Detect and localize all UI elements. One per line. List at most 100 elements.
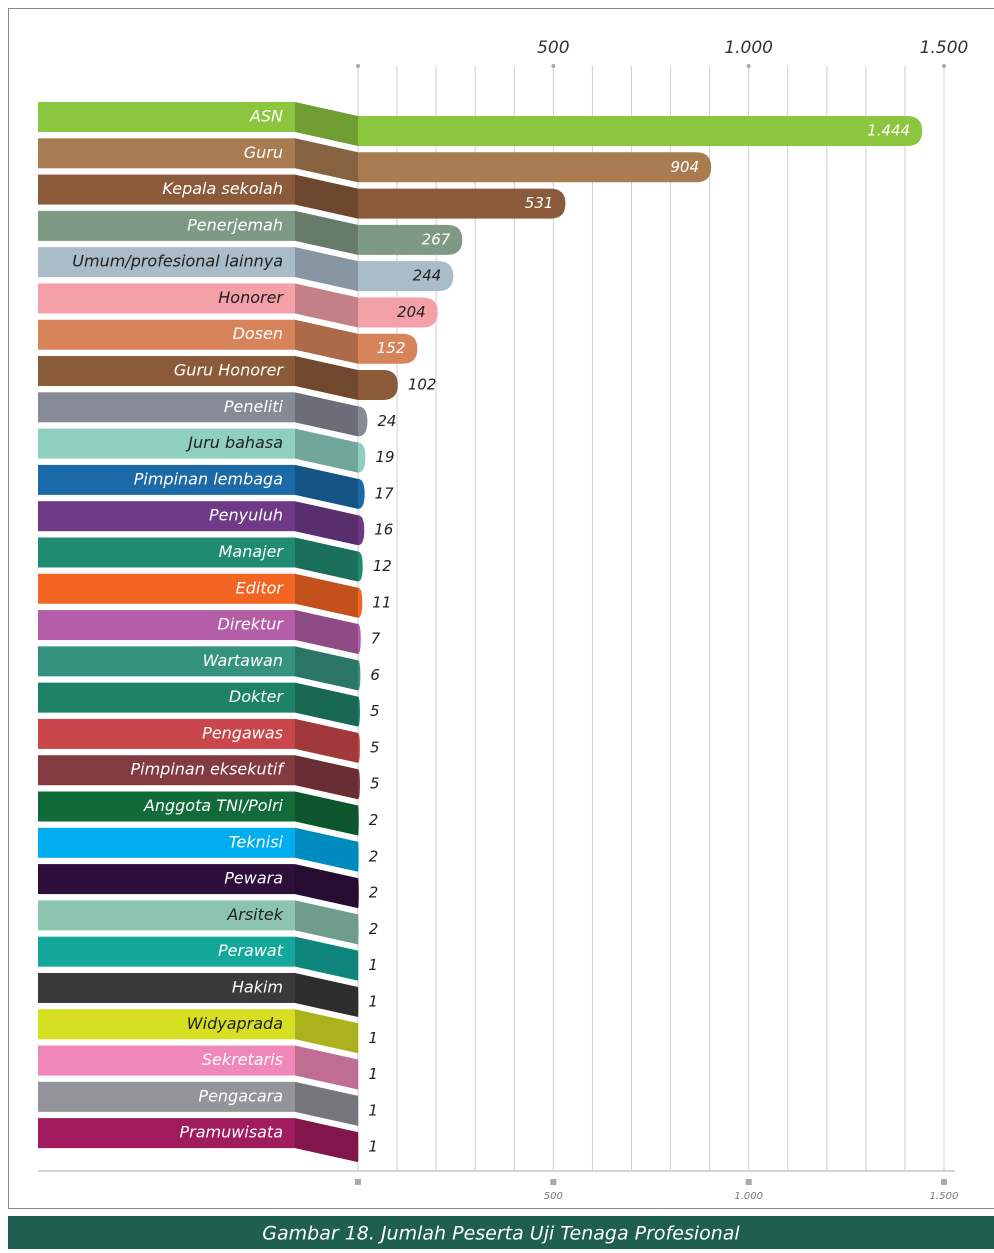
connector (295, 610, 358, 654)
y-tick-label: Pengawas (202, 723, 283, 742)
y-tick-label: ASN (249, 107, 283, 126)
tick-dot (942, 64, 946, 68)
bar (358, 152, 711, 182)
connector (295, 755, 358, 799)
connector (295, 900, 358, 944)
connector (295, 1082, 358, 1126)
connector (295, 392, 358, 436)
value-label: 1 (368, 956, 378, 974)
y-tick-label: Kepala sekolah (162, 179, 283, 198)
connector (295, 247, 358, 291)
bar (358, 733, 360, 763)
bar (358, 551, 363, 581)
connector (295, 283, 358, 327)
connector (295, 937, 358, 981)
bar (358, 914, 359, 944)
bar (358, 697, 360, 727)
connector (295, 719, 358, 763)
value-label: 1.444 (867, 122, 910, 140)
value-label: 1 (368, 992, 378, 1010)
y-tick-label: Pramuwisata (179, 1123, 283, 1142)
y-tick-label: Arsitek (226, 905, 283, 924)
value-label: 1 (368, 1065, 378, 1083)
y-tick-label: Sekretaris (202, 1050, 283, 1069)
value-label: 16 (374, 521, 393, 539)
x-tick-label-bottom: 1.500 (930, 1191, 959, 1202)
y-tick-label: Dokter (229, 687, 284, 706)
value-label: 2 (369, 884, 379, 902)
y-tick-label: Teknisi (229, 832, 284, 851)
connector (295, 1118, 358, 1162)
bar (358, 406, 367, 436)
connector (295, 792, 358, 836)
y-tick-label: Pimpinan lembaga (134, 469, 283, 488)
tick-mark (746, 1179, 752, 1185)
connector (295, 1046, 358, 1090)
bar (358, 769, 360, 799)
y-tick-label: Wartawan (203, 651, 283, 670)
y-tick-label: Penyuluh (209, 506, 283, 525)
value-label: 19 (375, 448, 394, 466)
y-tick-label: Widyaprada (187, 1014, 283, 1033)
x-tick-label: 1.500 (920, 38, 969, 58)
bar (358, 842, 359, 872)
bar (358, 443, 365, 473)
connector (295, 102, 358, 146)
y-tick-label: Perawat (218, 941, 284, 960)
connector (295, 864, 358, 908)
tick-dot (356, 64, 360, 68)
bar (358, 588, 362, 618)
value-label: 11 (372, 593, 391, 611)
y-tick-label: Manajer (219, 542, 285, 561)
value-label: 204 (397, 303, 426, 321)
value-label: 2 (369, 811, 379, 829)
y-tick-label: Guru (244, 143, 283, 162)
value-label: 2 (369, 920, 379, 938)
y-tick-label: Peneliti (224, 397, 284, 416)
tick-mark (355, 1179, 361, 1185)
tick-mark (941, 1179, 947, 1185)
connector (295, 537, 358, 581)
y-tick-label: Umum/profesional lainnya (72, 252, 283, 271)
y-tick-label: Direktur (218, 615, 285, 634)
x-tick-label: 1.000 (724, 38, 773, 58)
value-label: 17 (375, 484, 395, 502)
y-tick-label: Honorer (218, 288, 284, 307)
connector (295, 683, 358, 727)
value-label: 5 (370, 702, 380, 720)
value-label: 244 (413, 267, 442, 285)
y-tick-label: Editor (236, 578, 285, 597)
connector (295, 138, 358, 182)
value-label: 12 (373, 557, 392, 575)
bar (358, 116, 922, 146)
tick-mark (550, 1179, 556, 1185)
y-tick-label: Dosen (233, 324, 283, 343)
bar (358, 479, 365, 509)
connector (295, 356, 358, 400)
value-label: 1 (368, 1138, 378, 1156)
connector (295, 828, 358, 872)
connector (295, 465, 358, 509)
value-label: 24 (377, 412, 396, 430)
value-label: 152 (377, 339, 406, 357)
connector (295, 175, 358, 219)
bar (358, 878, 359, 908)
connector (295, 1009, 358, 1053)
tick-dot (747, 64, 751, 68)
value-label: 1 (368, 1101, 378, 1119)
bar (358, 515, 364, 545)
value-label: 102 (408, 376, 437, 394)
connector (295, 646, 358, 690)
y-tick-label: Juru bahasa (185, 433, 283, 452)
x-tick-label-bottom: 500 (544, 1191, 563, 1202)
y-tick-label: Penerjemah (187, 215, 283, 234)
connector (295, 501, 358, 545)
value-label: 531 (525, 194, 554, 212)
value-label: 904 (671, 158, 700, 176)
tick-dot (551, 64, 555, 68)
y-tick-label: Pengacara (198, 1086, 283, 1105)
connector (295, 973, 358, 1017)
bar (358, 660, 360, 690)
